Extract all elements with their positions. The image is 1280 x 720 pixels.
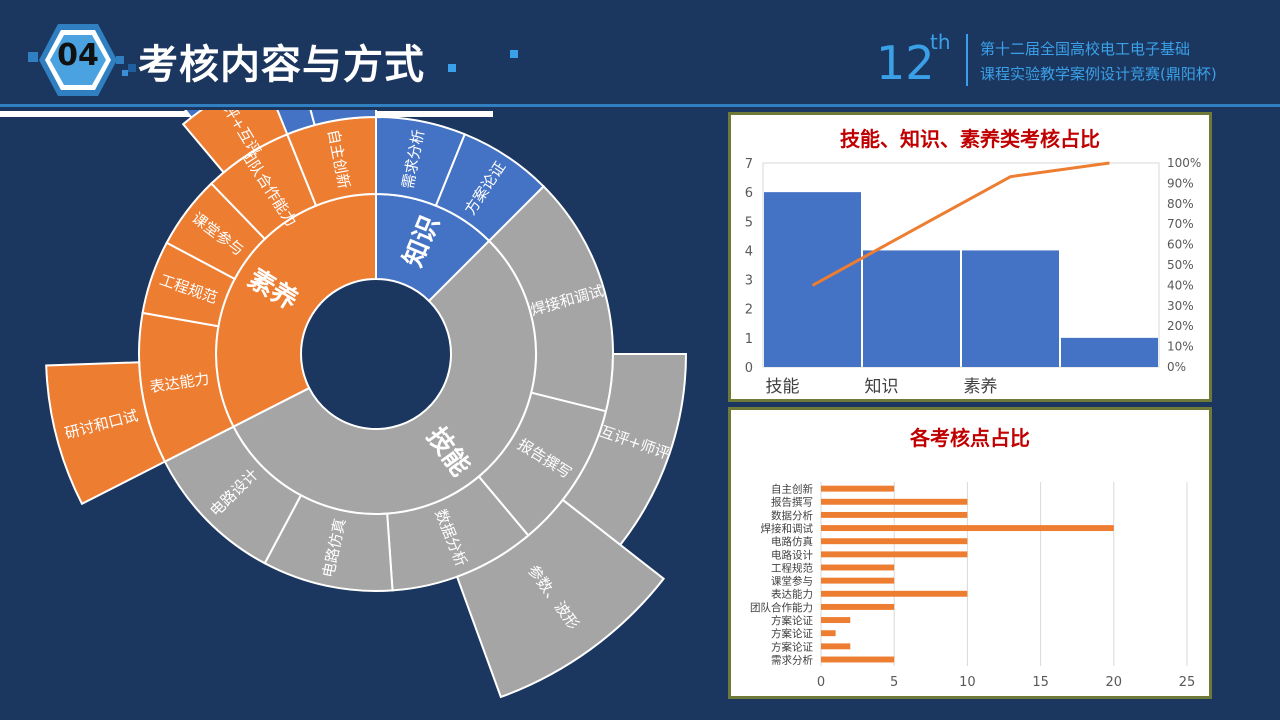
bar xyxy=(1061,337,1158,367)
combo-bar-line-chart: 012345670%10%20%30%40%50%60%70%80%90%100… xyxy=(745,156,1202,397)
bar xyxy=(821,538,968,545)
header-underline xyxy=(0,104,1280,107)
y-tick-label: 4 xyxy=(745,244,753,259)
y-tick-label: 需求分析 xyxy=(771,653,813,666)
x-tick-label: 5 xyxy=(890,675,898,690)
chart-title: 各考核点占比 xyxy=(910,426,1030,450)
y2-tick-label: 40% xyxy=(1167,278,1194,292)
sunburst-level3-segment xyxy=(181,110,289,174)
plot-area xyxy=(762,162,1160,368)
x-tick-label: 25 xyxy=(1179,675,1196,690)
sunburst-level3-segment xyxy=(45,361,167,506)
x-tick-label: 知识 xyxy=(865,377,899,397)
y2-tick-label: 0% xyxy=(1167,360,1186,374)
x-tick-label: 10 xyxy=(959,675,976,690)
brand-line-2: 课程实验教学案例设计竞赛(鼎阳杯) xyxy=(980,65,1217,83)
sunburst-level3-segment xyxy=(455,498,666,699)
x-tick-label: 0 xyxy=(817,675,825,690)
y2-tick-label: 10% xyxy=(1167,340,1194,354)
y-tick-label: 电路仿真 xyxy=(771,535,813,548)
bar xyxy=(821,511,968,518)
y-tick-label: 电路设计 xyxy=(771,548,813,561)
y2-tick-label: 20% xyxy=(1167,319,1194,333)
y-tick-label: 5 xyxy=(745,215,753,230)
section-badge-icon xyxy=(39,24,117,96)
y-tick-label: 方案论证 xyxy=(771,640,813,653)
bar xyxy=(821,603,895,610)
bar xyxy=(821,617,851,624)
y2-tick-label: 60% xyxy=(1167,238,1194,252)
bar xyxy=(821,577,895,584)
bar xyxy=(764,192,861,367)
y-tick-label: 课堂参与 xyxy=(771,575,813,588)
bar xyxy=(821,630,836,637)
y-tick-label: 方案论证 xyxy=(771,614,813,627)
y-tick-label: 表达能力 xyxy=(771,588,813,601)
y-tick-label: 自主创新 xyxy=(771,483,813,496)
bar xyxy=(821,643,851,650)
y-tick-label: 0 xyxy=(745,361,753,376)
header-bar: 04 考核内容与方式 12 th 第十二届全国高校电工电子基础 课程实验教学案例… xyxy=(0,0,1280,110)
bar xyxy=(821,656,895,663)
bar xyxy=(821,590,968,597)
brand-number: 12 xyxy=(876,36,935,90)
y-tick-label: 数据分析 xyxy=(771,509,813,522)
bar xyxy=(821,551,968,558)
y-tick-label: 工程规范 xyxy=(771,561,813,574)
y2-tick-label: 90% xyxy=(1167,176,1194,190)
y-tick-label: 焊接和调试 xyxy=(761,522,814,535)
x-tick-label: 技能 xyxy=(766,377,800,397)
horizontal-bar-chart: 0 5 10 15 20 25 自主创新报告撰写数据分析焊接和调试电路仿真电路设计工程规范课… xyxy=(750,482,1196,690)
page-title: 考核内容与方式 xyxy=(138,42,425,88)
y-tick-label: 方案论证 xyxy=(771,627,813,640)
brand-suffix: th xyxy=(930,30,951,54)
section-number: 04 xyxy=(57,38,99,73)
brand-line-1: 第十二届全国高校电工电子基础 xyxy=(980,40,1191,58)
bar xyxy=(821,525,1114,532)
y2-tick-label: 100% xyxy=(1167,156,1201,170)
assessment-point-chart-panel: 各考核点占比 0 5 10 15 20 25 自主创新 报告撰写 数据分析 焊接和调试 电路仿真 电路… xyxy=(728,407,1212,699)
y-tick-label: 团队合作能力 xyxy=(750,601,813,614)
y-tick-label: 报告撰写 xyxy=(771,496,813,509)
y2-tick-label: 50% xyxy=(1167,258,1194,272)
cumulative-line xyxy=(811,161,1110,287)
sunburst-level3-segment xyxy=(309,110,377,127)
bar xyxy=(821,564,895,571)
x-tick-label: 20 xyxy=(1106,675,1123,690)
y-tick-label: 7 xyxy=(745,157,753,172)
brand-divider xyxy=(966,34,968,86)
assessment-category-chart-panel: 技能、知识、素养类考核占比 0 1 2 3 4 5 6 7 0% 10% 20% 30% 40% 50% 6… xyxy=(728,112,1212,402)
y2-tick-label: 80% xyxy=(1167,197,1194,211)
x-tick-label: 15 xyxy=(1032,675,1049,690)
y2-tick-label: 30% xyxy=(1167,299,1194,313)
y-tick-label: 1 xyxy=(745,332,753,347)
y-tick-label: 3 xyxy=(745,274,753,289)
bar xyxy=(821,485,895,492)
bar xyxy=(863,250,960,367)
bar xyxy=(962,250,1059,367)
x-tick-label: 素养 xyxy=(964,377,998,397)
y2-tick-label: 70% xyxy=(1167,217,1194,231)
y-tick-label: 6 xyxy=(745,186,753,201)
y-tick-label: 2 xyxy=(745,303,753,318)
bar xyxy=(821,498,968,505)
chart-title: 技能、知识、素养类考核占比 xyxy=(840,127,1100,151)
